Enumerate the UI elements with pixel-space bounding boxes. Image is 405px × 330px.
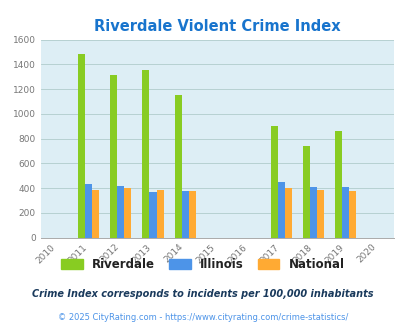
Bar	[110, 76, 117, 238]
Bar	[277, 182, 284, 238]
Bar	[270, 126, 277, 238]
Bar	[117, 186, 124, 238]
Bar	[341, 187, 348, 238]
Title: Riverdale Violent Crime Index: Riverdale Violent Crime Index	[94, 19, 340, 34]
Bar	[92, 190, 99, 238]
Text: Crime Index corresponds to incidents per 100,000 inhabitants: Crime Index corresponds to incidents per…	[32, 289, 373, 299]
Bar	[78, 54, 85, 238]
Legend: Riverdale, Illinois, National: Riverdale, Illinois, National	[57, 253, 348, 276]
Bar	[188, 191, 195, 238]
Bar	[174, 95, 181, 238]
Bar	[284, 188, 291, 238]
Bar	[142, 70, 149, 238]
Bar	[302, 146, 309, 238]
Bar	[309, 187, 316, 238]
Bar	[316, 190, 323, 238]
Bar	[348, 190, 355, 238]
Bar	[149, 192, 156, 238]
Bar	[156, 190, 163, 238]
Bar	[85, 184, 92, 238]
Bar	[334, 131, 341, 238]
Bar	[181, 191, 188, 238]
Text: © 2025 CityRating.com - https://www.cityrating.com/crime-statistics/: © 2025 CityRating.com - https://www.city…	[58, 313, 347, 322]
Bar	[124, 188, 131, 238]
